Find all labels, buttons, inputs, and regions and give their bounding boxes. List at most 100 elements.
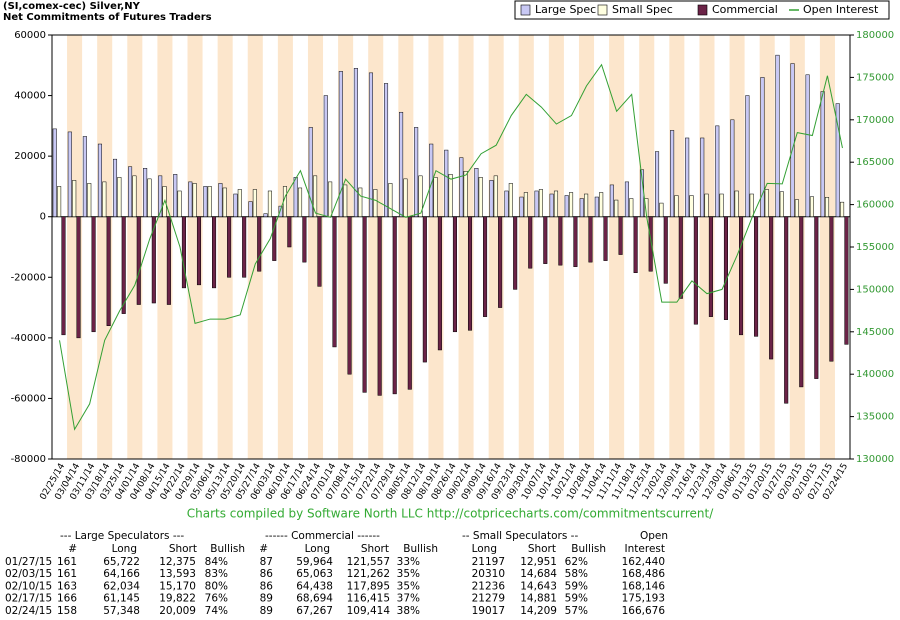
table-cell: 21279	[472, 593, 505, 605]
table-cell: 65,722	[103, 556, 140, 568]
bar	[805, 74, 810, 217]
bar	[252, 189, 257, 217]
y2-tick-label: 155000	[856, 242, 894, 253]
table-cell: 68,694	[296, 593, 333, 605]
bar	[317, 216, 322, 287]
bar	[820, 91, 825, 217]
bar	[824, 197, 830, 217]
table-column-header: Long	[305, 543, 330, 555]
table-cell: 80%	[205, 580, 228, 592]
bar	[102, 181, 107, 217]
bar	[594, 196, 599, 217]
bar	[775, 54, 780, 217]
legend-swatch	[520, 4, 531, 16]
bar	[158, 175, 163, 217]
table-column-header: Bullish	[571, 543, 606, 555]
table-cell: 89	[260, 593, 273, 605]
bar	[734, 190, 739, 217]
table-cell: 37%	[397, 593, 420, 605]
week-band	[97, 35, 113, 459]
week-band	[458, 35, 474, 459]
table-cell: 62%	[565, 556, 588, 568]
bar	[338, 71, 343, 217]
bar	[267, 190, 272, 217]
table-cell: 87	[260, 556, 273, 568]
bar	[61, 216, 66, 336]
bar	[760, 77, 765, 217]
week-band	[518, 35, 534, 459]
bar	[72, 180, 77, 217]
bar	[504, 190, 509, 217]
table-cell: 12,951	[520, 556, 557, 568]
table-cell: 02/03/15	[5, 568, 52, 580]
bar	[700, 137, 705, 217]
bar	[754, 216, 759, 337]
table-cell: 117,895	[347, 580, 390, 592]
table-cell: 168,146	[622, 580, 666, 592]
bar	[362, 216, 367, 393]
bar	[173, 174, 178, 217]
table-group-header: --- Large Speculators ---	[60, 530, 184, 542]
table-cell: 76%	[205, 593, 228, 605]
bar	[298, 187, 303, 217]
table-cell: 161	[57, 568, 77, 580]
table-cell: 163	[57, 580, 77, 592]
table-cell: 64,166	[103, 568, 140, 580]
table-column-header: Bullish	[403, 543, 438, 555]
table-cell: 21236	[472, 580, 506, 592]
week-band	[217, 35, 233, 459]
table-cell: 116,415	[347, 593, 390, 605]
bar	[689, 195, 694, 217]
y-tick-label: -20000	[11, 272, 46, 283]
week-band	[578, 35, 595, 459]
bar	[272, 216, 277, 261]
bar	[764, 189, 769, 217]
bar	[685, 137, 690, 217]
table-cell: 58%	[565, 568, 588, 580]
bar	[407, 216, 412, 390]
bar	[278, 205, 283, 217]
bar	[147, 178, 152, 217]
table-cell: 158	[57, 605, 77, 617]
legend-label: Small Spec	[612, 3, 673, 16]
table-cell: 109,414	[347, 605, 391, 617]
bar	[392, 216, 397, 395]
table-cell: 02/10/15	[5, 580, 52, 592]
week-band	[187, 35, 203, 459]
table-cell: 61,145	[103, 593, 140, 605]
bar	[489, 180, 494, 217]
bar	[609, 184, 614, 217]
table-cell: 121,557	[347, 556, 390, 568]
bar	[263, 213, 268, 217]
bar	[132, 175, 137, 217]
y-tick-label: 0	[40, 212, 46, 223]
table-cell: 65,063	[296, 568, 333, 580]
bar	[663, 216, 668, 284]
y-tick-label: -60000	[11, 393, 46, 404]
bar	[749, 193, 754, 217]
y2-tick-label: 135000	[856, 412, 894, 423]
legend-swatch	[697, 4, 708, 16]
table-cell: 67,267	[296, 605, 333, 617]
week-band	[247, 35, 263, 459]
bar	[308, 127, 313, 217]
bar	[293, 177, 298, 217]
bar	[448, 174, 453, 217]
bar	[388, 183, 393, 217]
credit: Charts compiled by Software North LLC ht…	[187, 507, 714, 521]
table-cell: 19,822	[159, 593, 196, 605]
table-cell: 175,193	[622, 593, 665, 605]
bar	[614, 199, 619, 217]
bar	[257, 216, 262, 272]
table-cell: 20310	[472, 568, 505, 580]
bar	[784, 216, 789, 404]
bar	[730, 119, 735, 217]
bar	[739, 216, 744, 336]
bar	[323, 95, 328, 217]
table-cell: 59,964	[296, 556, 333, 568]
bar	[181, 216, 186, 289]
bar	[493, 175, 498, 217]
y2-tick-label: 165000	[856, 157, 894, 168]
bar	[399, 111, 404, 217]
